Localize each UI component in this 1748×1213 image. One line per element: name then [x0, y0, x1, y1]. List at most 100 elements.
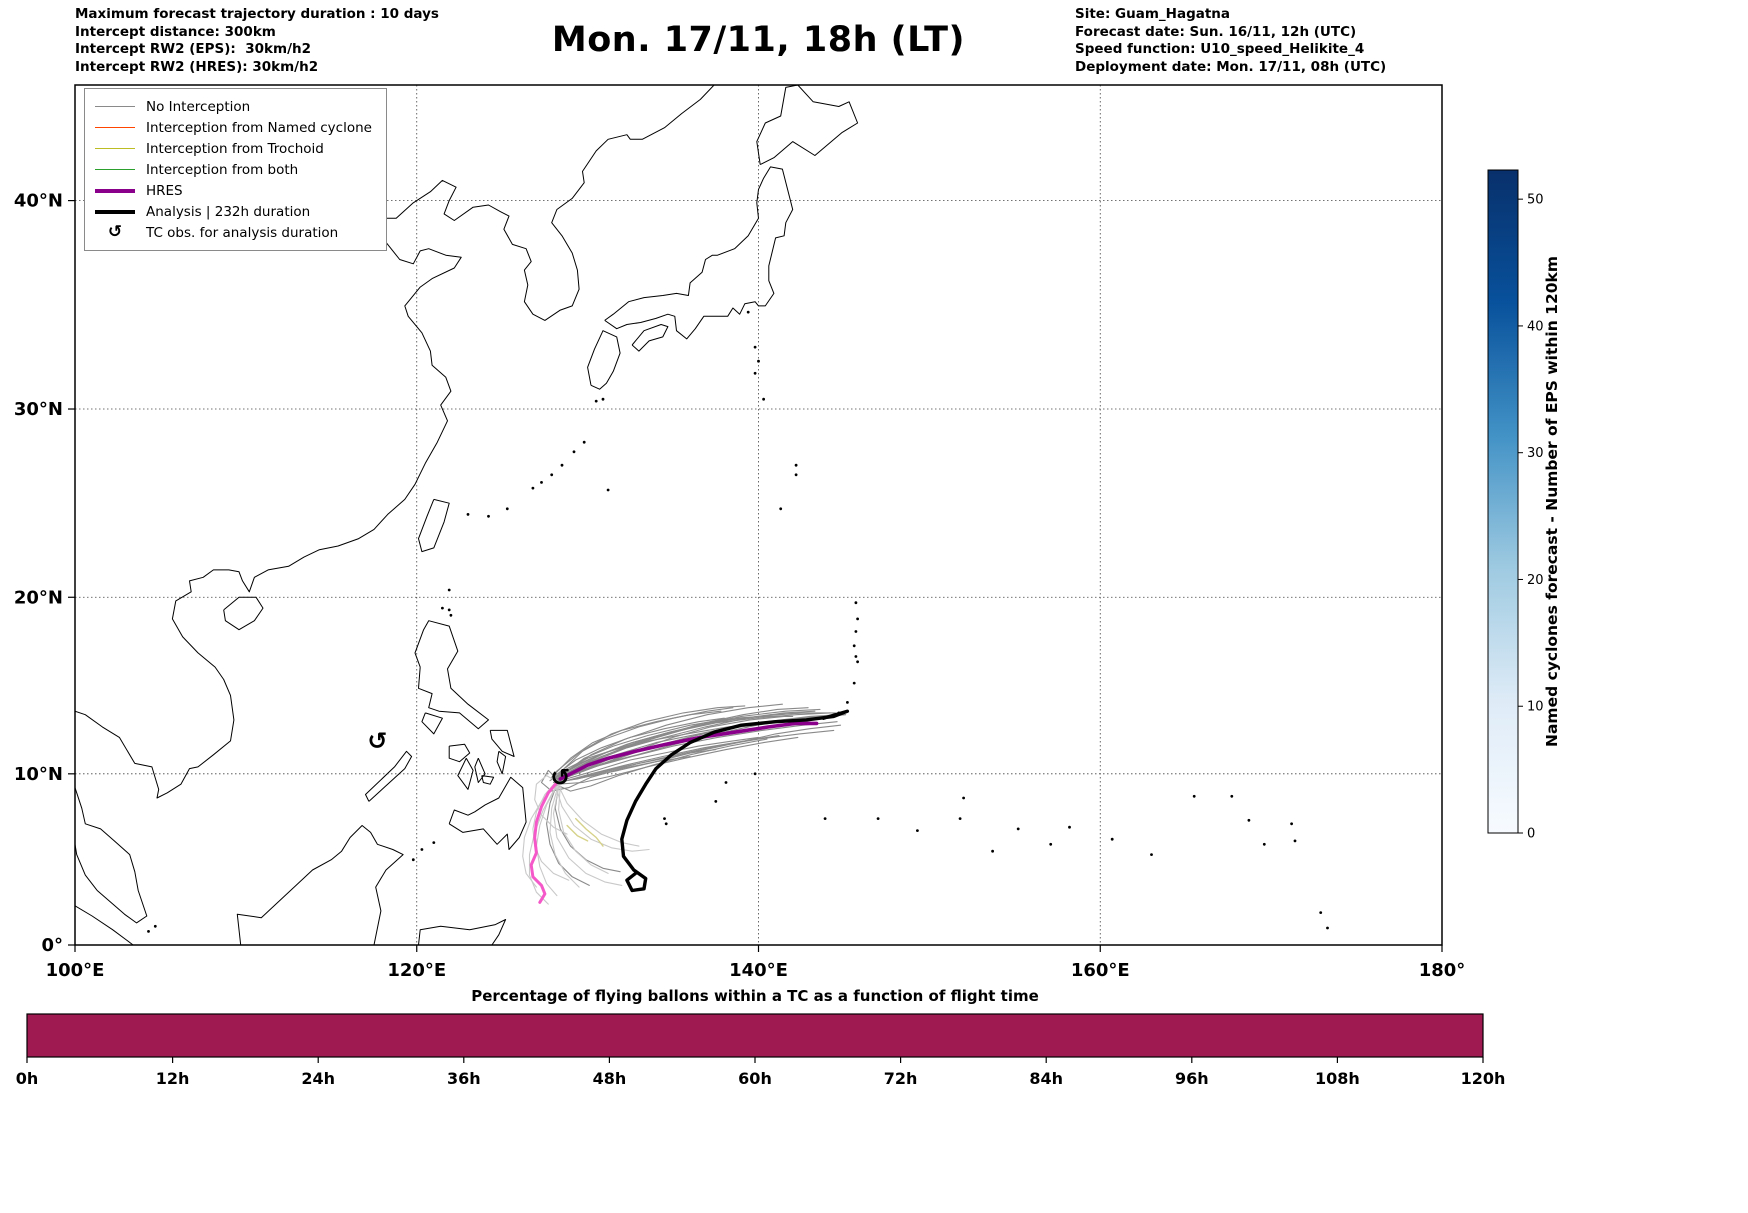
island-dot: [601, 397, 605, 401]
trajectory-no-interception-faded: [528, 787, 556, 905]
coastline: [418, 919, 507, 945]
legend-line-swatch: [95, 105, 135, 108]
island-dot: [1049, 842, 1053, 846]
header-left-line-1: Maximum forecast trajectory duration : 1…: [75, 6, 439, 22]
island-dot: [1290, 822, 1293, 826]
island-dot: [823, 817, 827, 820]
island-dot: [466, 513, 470, 516]
trajectory-track-pink: [529, 781, 559, 904]
coastline: [365, 750, 413, 802]
island-dot: [762, 397, 765, 401]
island-dot: [1150, 853, 1153, 856]
figure-title: Mon. 17/11, 18h (LT): [551, 20, 966, 60]
x-tick-label: 100°E: [46, 960, 105, 981]
coastline: [631, 324, 669, 352]
bottom-x-tick-label: 0h: [16, 1069, 39, 1088]
trajectory-no-interception: [556, 715, 794, 780]
colorbar-tick-label: 10: [1527, 700, 1544, 715]
island-dot: [852, 644, 856, 648]
island-dot: [854, 601, 858, 605]
bottom-x-tick-label: 60h: [738, 1069, 772, 1088]
island-dot: [1068, 825, 1071, 829]
colorbar: [1487, 169, 1519, 834]
island-dot: [447, 608, 451, 612]
bottom-x-tick-label: 36h: [447, 1069, 481, 1088]
island-dot: [779, 507, 783, 511]
island-dot: [420, 848, 424, 851]
island-dot: [572, 450, 576, 454]
island-dot: [1247, 818, 1251, 822]
legend-item: No Interception: [95, 96, 372, 117]
island-dot: [1110, 837, 1114, 841]
coastline: [756, 85, 859, 166]
coastline: [587, 330, 621, 390]
island-dot: [411, 858, 415, 862]
bottom-x-tick-label: 108h: [1315, 1069, 1360, 1088]
tc-obs-icon: ↺: [367, 727, 387, 755]
island-dot: [854, 655, 858, 658]
island-dot: [846, 701, 849, 704]
island-dot: [753, 345, 757, 349]
legend-line-swatch: [95, 188, 135, 193]
island-dot: [663, 817, 666, 820]
legend-item-label: HRES: [146, 182, 183, 199]
island-dot: [856, 660, 859, 664]
tc-obs-icon: ↺: [107, 222, 123, 242]
island-dot: [794, 473, 798, 477]
coastline: [489, 729, 515, 757]
coastline: [75, 905, 134, 945]
legend-item-label: TC obs. for analysis duration: [146, 224, 339, 241]
header-right-line-2: Forecast date: Sun. 16/11, 12h (UTC): [1075, 23, 1357, 40]
island-dot: [531, 486, 535, 490]
legend-item-label: Interception from both: [146, 161, 299, 178]
island-dot: [714, 800, 718, 803]
coastline: [75, 787, 148, 924]
island-dot: [664, 822, 668, 826]
trajectory-no-interception: [546, 783, 590, 886]
x-tick-label: 180°: [1419, 960, 1466, 981]
colorbar-tick-label: 50: [1527, 193, 1544, 208]
legend-line-swatch: [95, 209, 135, 214]
island-dot: [854, 630, 858, 633]
coastline: [223, 596, 264, 631]
island-dot: [1192, 794, 1196, 798]
bottom-x-tick-label: 120h: [1461, 1069, 1506, 1088]
coastline: [604, 166, 794, 340]
trajectory-hres: [558, 721, 819, 781]
trajectory-no-interception-faded: [558, 785, 609, 874]
x-tick-label: 140°E: [729, 960, 788, 981]
island-dot: [582, 440, 586, 444]
x-tick-label: 120°E: [387, 960, 446, 981]
header-right-line-1: Site: Guam_Hagatna: [1075, 6, 1231, 22]
trajectory-no-interception-faded: [552, 787, 623, 886]
island-dot: [757, 359, 760, 363]
legend-item: Interception from Named cyclone: [95, 117, 372, 138]
bottom-x-tick-label: 24h: [301, 1069, 335, 1088]
colorbar-label: Named cyclones forecast - Number of EPS …: [1543, 256, 1561, 747]
trajectory-no-interception-faded: [534, 775, 568, 835]
trajectory-no-interception-faded: [554, 783, 650, 852]
island-dot: [1016, 827, 1020, 831]
coastline: [418, 498, 450, 553]
coastline: [236, 825, 404, 945]
island-dot: [794, 463, 798, 467]
bottom-x-tick-label: 96h: [1175, 1069, 1209, 1088]
header-right-line-4: Deployment date: Mon. 17/11, 08h (UTC): [1075, 58, 1387, 75]
island-dot: [1319, 911, 1323, 914]
island-dot: [606, 488, 610, 492]
bottom-x-tick-label: 12h: [156, 1069, 190, 1088]
island-dot: [449, 613, 453, 617]
legend-item: HRES: [95, 180, 372, 201]
header-left-line-4: Intercept RW2 (HRES): 30km/h2: [75, 58, 319, 75]
trajectory-no-interception: [556, 715, 785, 782]
coastline: [421, 712, 443, 735]
legend-item-tc-obs: ↺ TC obs. for analysis duration: [95, 222, 372, 243]
trajectory-no-interception: [556, 736, 799, 785]
island-dot: [1230, 794, 1234, 798]
bottom-x-tick-label: 84h: [1029, 1069, 1063, 1088]
island-dot: [1262, 842, 1266, 846]
trajectory-interception-from-trochoid: [566, 824, 589, 842]
trajectory-interception-from-trochoid: [575, 817, 604, 847]
